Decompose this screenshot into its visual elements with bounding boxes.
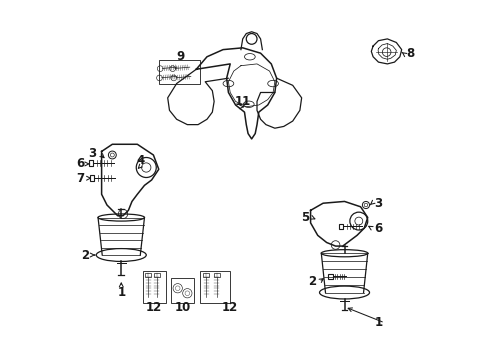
Text: 9: 9 [176,50,184,63]
Text: 1: 1 [117,286,125,299]
Text: 1: 1 [374,316,382,329]
Bar [171,278,194,303]
Text: 3: 3 [374,197,382,210]
Text: 11: 11 [234,95,250,108]
Text: 8: 8 [406,48,414,60]
Text: 6: 6 [76,157,84,170]
Bar [203,273,209,277]
Text: 12: 12 [222,301,238,314]
Bar [200,271,230,303]
Bar [142,271,165,303]
Bar [159,60,200,84]
Text: 12: 12 [146,301,162,314]
Text: 3: 3 [88,147,97,160]
Text: 6: 6 [374,222,382,235]
Bar [153,273,160,277]
Text: 2: 2 [307,275,316,288]
Bar [144,273,151,277]
Text: 5: 5 [301,211,309,224]
Bar [339,224,343,229]
Bar [90,175,94,181]
Text: 2: 2 [81,248,89,261]
Bar [89,160,93,166]
Text: 7: 7 [76,172,84,185]
Bar [328,274,332,279]
Bar [213,273,220,277]
Text: 4: 4 [137,154,145,167]
Text: 10: 10 [174,301,190,314]
